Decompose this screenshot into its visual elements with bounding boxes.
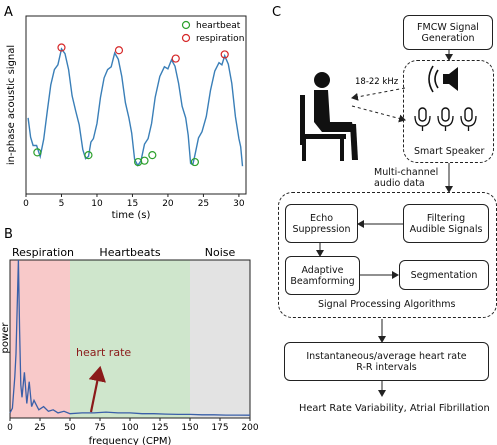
x-tick-label: 75 bbox=[94, 423, 105, 433]
signal-processing-label: Signal Processing Algorithms bbox=[318, 299, 456, 310]
band-heartbeats bbox=[70, 260, 190, 418]
x-tick-label: 0 bbox=[7, 423, 13, 433]
panel-b-spectrum-line bbox=[9, 259, 251, 416]
panel-a-x-ticks: 0 5 10 15 20 25 30 bbox=[23, 194, 245, 209]
legend-heartbeat-label: heartbeat bbox=[196, 21, 241, 31]
multichannel-label: Multi-channel audio data bbox=[374, 167, 439, 189]
heart-rate-arrow bbox=[88, 365, 106, 413]
smart-speaker-group bbox=[403, 60, 494, 163]
band-label-noise: Noise bbox=[205, 246, 236, 259]
heartbeat-marker bbox=[84, 151, 93, 160]
x-tick-label: 100 bbox=[121, 423, 138, 433]
panel-b-label: B bbox=[4, 227, 13, 242]
filtering-box: Filtering Audible Signals bbox=[403, 204, 489, 243]
respiration-marker bbox=[114, 46, 124, 55]
heartbeat-marker bbox=[148, 151, 157, 160]
echo-suppression-box: Echo Suppression bbox=[285, 204, 358, 243]
panel-b-ylabel: power bbox=[0, 322, 11, 354]
x-tick-label: 15 bbox=[127, 199, 138, 209]
panel-b-bands bbox=[10, 260, 250, 418]
adaptive-beamforming-box: Adaptive Beamforming bbox=[285, 256, 360, 295]
panel-a-legend: heartbeat respiration bbox=[181, 20, 244, 44]
respiration-marker bbox=[57, 43, 66, 52]
heartbeat-marker bbox=[33, 148, 42, 157]
panel-b-xlabel: frequency (CPM) bbox=[89, 436, 172, 445]
heart-rate-annotation: heart rate bbox=[76, 346, 131, 359]
heartbeat-marker bbox=[140, 156, 149, 165]
x-tick-label: 200 bbox=[241, 423, 258, 433]
band-noise bbox=[190, 260, 250, 418]
microphone-icon bbox=[460, 107, 477, 131]
legend-respiration-label: respiration bbox=[196, 34, 244, 44]
x-tick-label: 10 bbox=[91, 199, 103, 209]
x-tick-label: 25 bbox=[198, 199, 209, 209]
x-tick-label: 175 bbox=[211, 423, 228, 433]
legend-heartbeat-marker bbox=[181, 20, 191, 30]
x-tick-label: 25 bbox=[34, 423, 45, 433]
heart-rate-box: Instantaneous/average heart rate R-R int… bbox=[284, 342, 489, 381]
segmentation-box: Segmentation bbox=[399, 260, 489, 290]
x-tick-label: 50 bbox=[64, 423, 76, 433]
legend-respiration-marker bbox=[181, 33, 191, 43]
x-tick-label: 0 bbox=[23, 199, 29, 209]
panel-a-ylabel: in-phase acoustic signal bbox=[6, 45, 17, 165]
panel-a-label: A bbox=[4, 5, 13, 20]
panel-c-label: C bbox=[272, 5, 281, 20]
panel-b-x-ticks: 0 25 50 75 100 125 150 175 200 bbox=[7, 418, 259, 433]
respiration-marker bbox=[220, 50, 229, 59]
output-label: Heart Rate Variability, Atrial Fibrillat… bbox=[299, 403, 490, 414]
microphone-icon bbox=[437, 107, 454, 131]
respiration-marker bbox=[171, 54, 180, 63]
signal-arrow-back bbox=[351, 105, 406, 123]
panel-a-signal-line bbox=[27, 47, 244, 167]
microphone-icon bbox=[414, 107, 431, 131]
x-tick-label: 150 bbox=[181, 423, 198, 433]
speaker-icon bbox=[428, 65, 458, 93]
fmcw-generation-box: FMCW Signal Generation bbox=[403, 15, 493, 50]
panel-a-frame bbox=[25, 15, 247, 195]
x-tick-label: 20 bbox=[162, 199, 174, 209]
seated-person-icon bbox=[300, 72, 358, 161]
panel-a-markers bbox=[33, 43, 229, 167]
panel-a-xlabel: time (s) bbox=[112, 210, 151, 221]
band-label-respiration: Respiration bbox=[12, 246, 74, 259]
x-tick-label: 5 bbox=[59, 199, 65, 209]
frequency-label: 18-22 kHz bbox=[355, 77, 399, 87]
x-tick-label: 125 bbox=[151, 423, 168, 433]
band-label-heartbeats: Heartbeats bbox=[99, 246, 160, 259]
signal-arrow-out bbox=[351, 87, 406, 101]
heartbeat-marker bbox=[190, 157, 200, 167]
x-tick-label: 30 bbox=[233, 199, 245, 209]
smart-speaker-label: Smart Speaker bbox=[414, 146, 485, 157]
